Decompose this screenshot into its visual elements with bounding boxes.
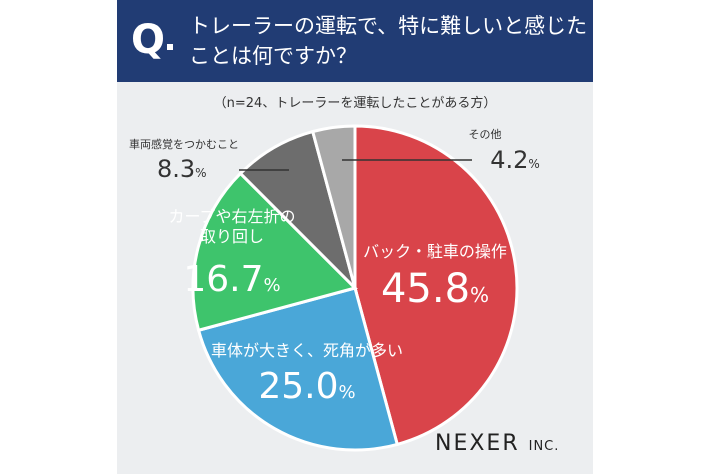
slice-other — [310, 124, 357, 289]
slice-label: 取り回し — [200, 227, 264, 246]
slice-value-label: 45.8% — [381, 266, 489, 312]
slice-label: その他 — [469, 128, 502, 141]
logo-main: NEXER — [435, 431, 520, 456]
slice-value-label: 4.2% — [490, 146, 540, 174]
slice-value-label: 25.0% — [258, 366, 355, 407]
slice-label: バック・駐車の操作 — [363, 242, 507, 261]
slice-value-label: 16.7% — [183, 259, 280, 300]
survey-card: Q トレーラーの運転で、特に難しいと感じた ことは何ですか？ （n=24、トレー… — [117, 0, 593, 474]
question-dot — [167, 44, 173, 50]
question-header: Q トレーラーの運転で、特に難しいと感じた ことは何ですか？ — [117, 0, 593, 82]
nexer-logo: NEXER INC. — [435, 431, 559, 456]
slice-label: 車体が大きく、死角が多い — [211, 341, 403, 360]
slice-value-label: 8.3% — [157, 155, 207, 183]
pie-chart: バック・駐車の操作 45.8% 車体が大きく、死角が多い 25.0% カーブや右左折の取… — [129, 124, 540, 452]
question-text-line2: ことは何ですか？ — [189, 44, 357, 68]
slice-label: カーブや右左折の — [168, 207, 295, 226]
slice-back-parking — [353, 124, 519, 447]
question-mark: Q — [131, 17, 166, 63]
logo-inc: INC. — [528, 439, 560, 454]
sample-note: （n=24、トレーラーを運転したことがある方） — [213, 96, 497, 111]
question-text-line1: トレーラーの運転で、特に難しいと感じた — [189, 14, 588, 38]
slice-blind-spot — [196, 286, 400, 452]
slice-label: 車両感覚をつかむこと — [129, 137, 239, 151]
slice-turning — [191, 171, 358, 333]
